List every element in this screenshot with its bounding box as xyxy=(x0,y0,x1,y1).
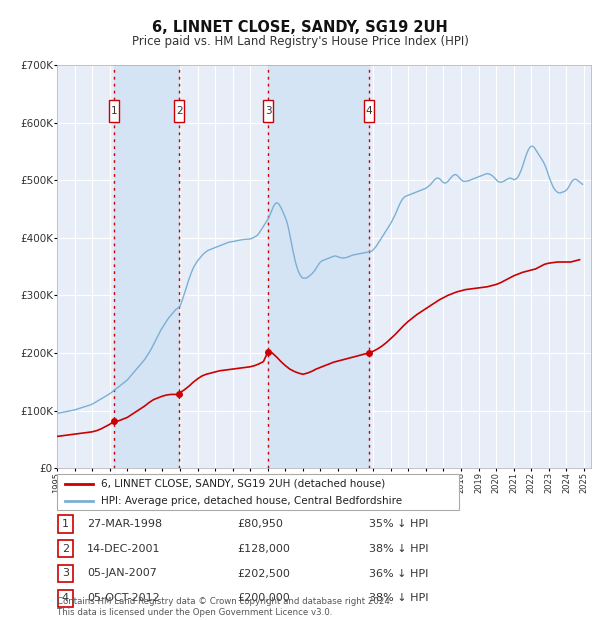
Text: 1: 1 xyxy=(62,519,69,529)
Text: £202,500: £202,500 xyxy=(237,569,290,578)
Text: £80,950: £80,950 xyxy=(237,519,283,529)
Text: 4: 4 xyxy=(62,593,69,603)
Text: Price paid vs. HM Land Registry's House Price Index (HPI): Price paid vs. HM Land Registry's House … xyxy=(131,35,469,48)
Text: 05-JAN-2007: 05-JAN-2007 xyxy=(87,569,157,578)
FancyBboxPatch shape xyxy=(109,100,119,122)
Text: Contains HM Land Registry data © Crown copyright and database right 2024.
This d: Contains HM Land Registry data © Crown c… xyxy=(57,598,392,617)
Text: 38% ↓ HPI: 38% ↓ HPI xyxy=(369,593,428,603)
FancyBboxPatch shape xyxy=(58,515,73,533)
Bar xyxy=(114,65,179,468)
FancyBboxPatch shape xyxy=(58,565,73,582)
Text: 27-MAR-1998: 27-MAR-1998 xyxy=(87,519,162,529)
Text: 1: 1 xyxy=(110,106,117,116)
Text: 2: 2 xyxy=(176,106,182,116)
Text: 4: 4 xyxy=(365,106,372,116)
FancyBboxPatch shape xyxy=(58,590,73,607)
Text: HPI: Average price, detached house, Central Bedfordshire: HPI: Average price, detached house, Cent… xyxy=(101,495,403,506)
Text: 3: 3 xyxy=(265,106,271,116)
Text: 36% ↓ HPI: 36% ↓ HPI xyxy=(369,569,428,578)
Text: 05-OCT-2012: 05-OCT-2012 xyxy=(87,593,160,603)
Text: 2: 2 xyxy=(62,544,69,554)
Text: £128,000: £128,000 xyxy=(237,544,290,554)
Bar xyxy=(268,65,369,468)
Text: 6, LINNET CLOSE, SANDY, SG19 2UH (detached house): 6, LINNET CLOSE, SANDY, SG19 2UH (detach… xyxy=(101,479,385,489)
Text: 35% ↓ HPI: 35% ↓ HPI xyxy=(369,519,428,529)
FancyBboxPatch shape xyxy=(263,100,273,122)
Text: 3: 3 xyxy=(62,569,69,578)
FancyBboxPatch shape xyxy=(58,540,73,557)
FancyBboxPatch shape xyxy=(175,100,184,122)
FancyBboxPatch shape xyxy=(57,474,459,510)
Text: 14-DEC-2001: 14-DEC-2001 xyxy=(87,544,161,554)
FancyBboxPatch shape xyxy=(364,100,374,122)
Text: £200,000: £200,000 xyxy=(237,593,290,603)
Text: 38% ↓ HPI: 38% ↓ HPI xyxy=(369,544,428,554)
Text: 6, LINNET CLOSE, SANDY, SG19 2UH: 6, LINNET CLOSE, SANDY, SG19 2UH xyxy=(152,20,448,35)
